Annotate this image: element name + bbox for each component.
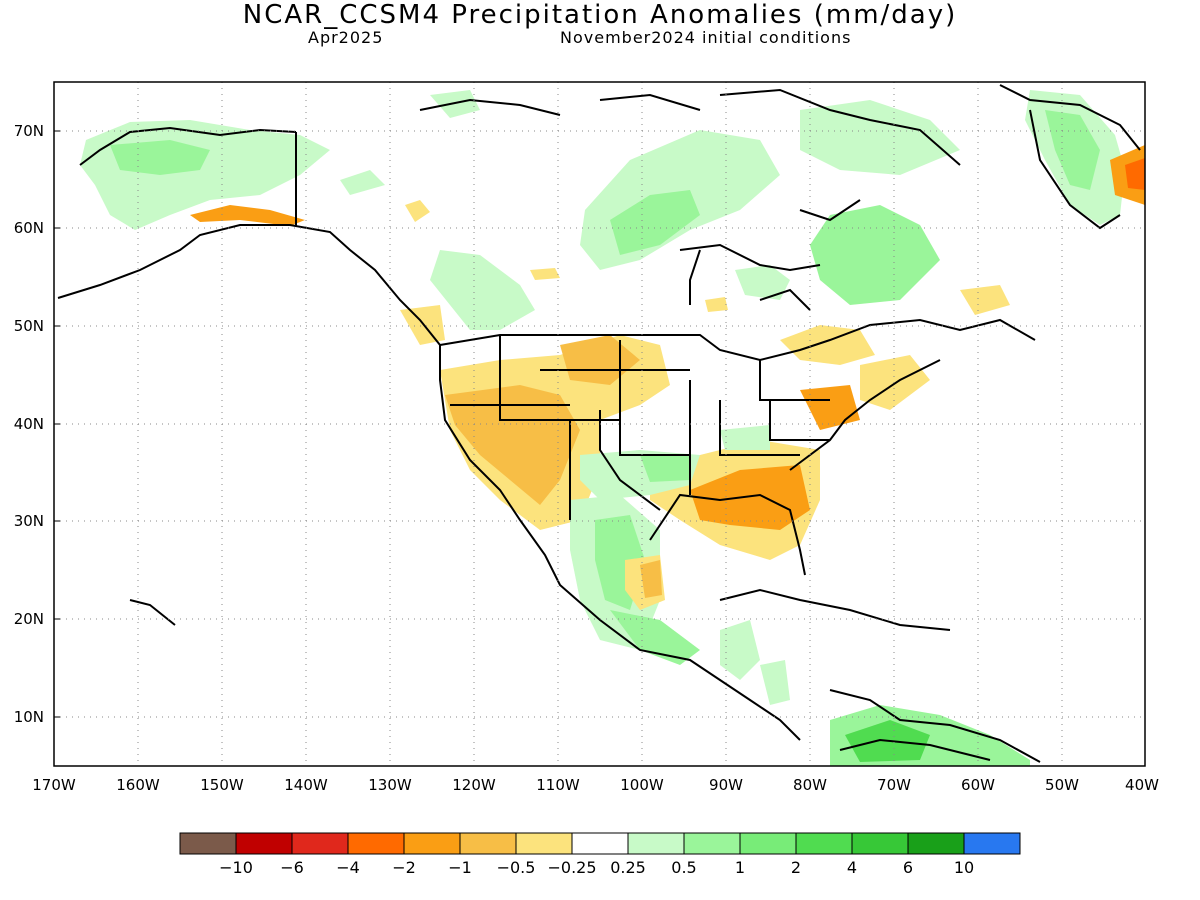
colorbar-label: −10 [219,858,253,877]
colorbar-label: 0.25 [610,858,646,877]
anomaly-region [430,250,535,330]
colorbar-label: −0.25 [547,858,596,877]
map-area [54,82,1145,766]
anomaly-region [800,385,860,430]
anomaly-region [1125,158,1145,190]
colorbar-label: −2 [392,858,416,877]
graticule [54,82,1145,766]
colorbar-swatch [627,832,685,855]
colorbar-swatch [515,832,573,855]
colorbar-label: 1 [735,858,745,877]
anomaly-region [110,140,210,175]
anomaly-region [960,285,1010,315]
colorbar-swatch [291,832,349,855]
lon-tick-label: 90W [709,776,743,794]
lat-tick-label: 20N [14,610,44,628]
anomaly-shading [80,90,1145,766]
anomaly-region [735,265,790,300]
coastlines [57,84,1141,763]
anomaly-region [690,465,810,530]
colorbar-swatch [795,832,853,855]
colorbar-swatch [179,832,237,855]
lat-tick-label: 70N [14,122,44,140]
lon-tick-label: 70W [877,776,911,794]
anomaly-region [610,190,700,255]
colorbar-label: 10 [954,858,974,877]
lat-tick-label: 60N [14,219,44,237]
colorbar-swatch [683,832,741,855]
anomaly-region [720,620,760,680]
colorbar-swatch [851,832,909,855]
anomaly-region [640,560,662,598]
colorbar-swatch [571,832,629,855]
anomaly-region [760,660,790,705]
colorbar-swatch [963,832,1021,855]
lat-tick-label: 40N [14,415,44,433]
anomaly-region [810,205,940,305]
anomaly-region [720,425,770,450]
lon-tick-label: 120W [452,776,496,794]
colorbar-swatch [739,832,797,855]
colorbar-swatch [403,832,461,855]
colorbar-label: −4 [336,858,360,877]
anomaly-region [530,268,560,280]
colorbar-swatch [459,832,517,855]
anomaly-region [800,100,960,175]
lat-tick-label: 10N [14,708,44,726]
lon-tick-label: 60W [961,776,995,794]
anomaly-region [705,297,728,312]
colorbar-swatch [235,832,293,855]
lon-tick-label: 40W [1125,776,1159,794]
lat-tick-label: 50N [14,317,44,335]
lat-axis: 70N 60N 50N 40N 30N 20N 10N [14,122,60,726]
colorbar: −10 −6 −4 −2 −1 −0.5 −0.25 0.25 0.5 1 2 … [179,832,1021,877]
lon-tick-label: 170W [32,776,76,794]
lon-tick-label: 150W [200,776,244,794]
lon-tick-label: 100W [620,776,664,794]
colorbar-label: 2 [791,858,801,877]
colorbar-label: −1 [448,858,472,877]
anomaly-region [405,200,430,222]
lon-tick-label: 160W [116,776,160,794]
anomaly-region [190,205,305,226]
colorbar-label: 0.5 [671,858,696,877]
anomaly-region [1045,110,1100,190]
anomaly-region [340,170,385,195]
colorbar-swatch [347,832,405,855]
colorbar-label: −0.5 [497,858,536,877]
lon-tick-label: 130W [368,776,412,794]
anomaly-region [780,325,875,365]
initial-conditions-label: November2024 initial conditions [560,28,852,47]
map-title: NCAR_CCSM4 Precipitation Anomalies (mm/d… [242,0,958,30]
anomaly-region [640,455,690,482]
valid-month-label: Apr2025 [308,28,384,47]
anomaly-region [610,610,700,665]
lat-tick-label: 30N [14,512,44,530]
lon-tick-label: 140W [284,776,328,794]
anomaly-region [400,305,445,345]
lon-tick-label: 50W [1045,776,1079,794]
colorbar-swatch [907,832,965,855]
lon-axis: 170W 160W 150W 140W 130W 120W 110W 100W … [32,776,1159,794]
anomaly-region [445,385,580,505]
lon-tick-label: 110W [536,776,580,794]
colorbar-label: 4 [847,858,857,877]
colorbar-label: 6 [903,858,913,877]
colorbar-label: −6 [280,858,304,877]
lon-tick-label: 80W [793,776,827,794]
